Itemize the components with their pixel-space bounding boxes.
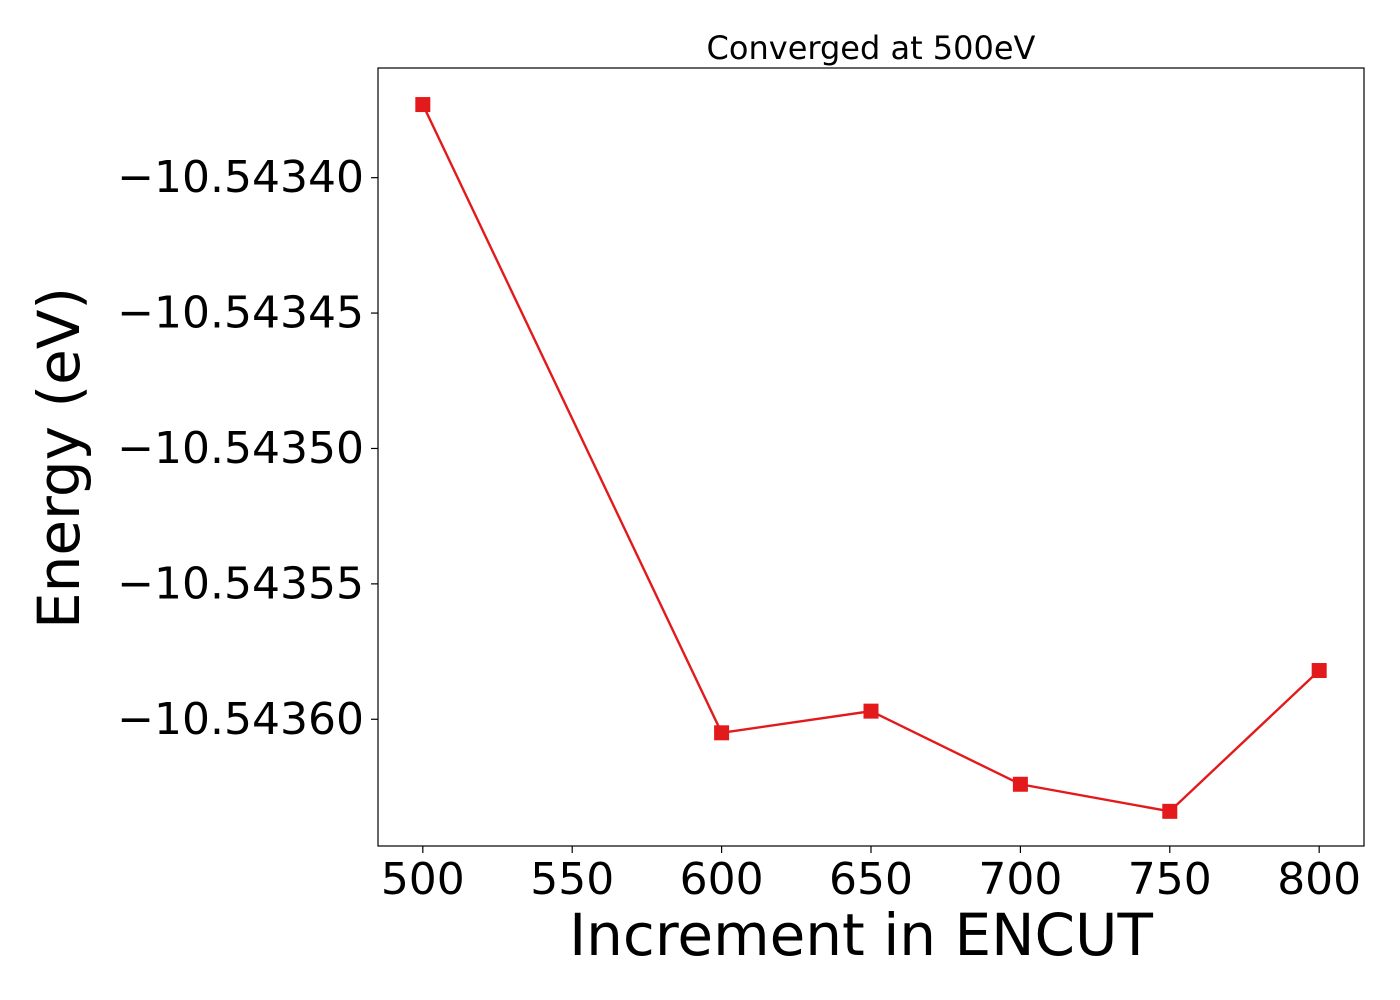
x-tick-label: 550	[530, 854, 614, 905]
x-tick-label: 500	[381, 854, 465, 905]
x-tick-label: 700	[978, 854, 1062, 905]
chart-title: Converged at 500eV	[707, 29, 1036, 67]
data-point	[714, 725, 730, 741]
data-point	[1311, 663, 1327, 679]
data-point	[1162, 803, 1178, 819]
data-point	[863, 703, 879, 719]
x-tick-label: 750	[1128, 854, 1212, 905]
series-line	[421, 104, 1321, 813]
plot-area: −10.54340 −10.54345 −10.54350 −10.54355 −10.…	[117, 67, 1365, 905]
x-tick-label: 650	[829, 854, 913, 905]
y-tick-label: −10.54340	[117, 152, 364, 203]
axes-frame	[377, 67, 1365, 847]
x-axis-label: Increment in ENCUT	[569, 901, 1153, 969]
data-point	[1012, 776, 1028, 792]
x-axis: 500 550 600 650 700 750 800	[381, 846, 1361, 905]
y-axis-label: Energy (eV)	[25, 287, 93, 629]
y-axis: −10.54340 −10.54345 −10.54350 −10.54355 −10.…	[117, 152, 378, 745]
y-tick-label: −10.54355	[117, 558, 364, 609]
x-tick-label: 800	[1277, 854, 1361, 905]
y-tick-label: −10.54345	[117, 288, 364, 339]
series-layer	[415, 97, 1327, 819]
data-point	[415, 97, 431, 113]
y-tick-label: −10.54350	[117, 423, 364, 474]
y-tick-label: −10.54360	[117, 694, 364, 745]
x-tick-label: 600	[680, 854, 764, 905]
